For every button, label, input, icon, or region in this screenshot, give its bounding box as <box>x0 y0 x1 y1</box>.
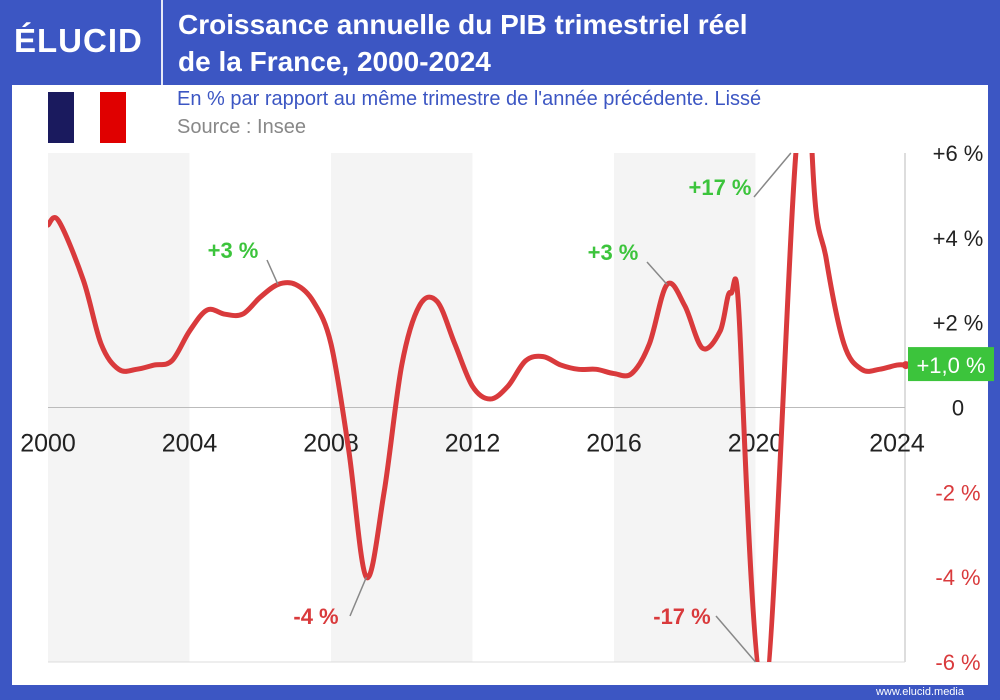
x-tick-label: 2012 <box>445 430 501 458</box>
elucid-logo: ÉLUCID <box>14 22 143 59</box>
y-tick-label: +6 % <box>933 141 984 166</box>
source: Source : Insee <box>177 116 306 138</box>
x-tick-label: 2016 <box>586 430 642 458</box>
y-tick-label: -6 % <box>935 650 980 675</box>
annotation-arrow <box>753 152 792 198</box>
x-tick-label: 2000 <box>20 430 76 458</box>
x-tick-label: 2020 <box>728 430 784 458</box>
france-flag-icon <box>48 92 126 143</box>
last-point <box>901 361 910 370</box>
title-line-1: Croissance annuelle du PIB trimestriel r… <box>178 9 748 40</box>
annotation-arrow <box>646 261 668 285</box>
series-line <box>48 153 905 662</box>
annotation-arrow <box>266 259 279 285</box>
annotation-label: -17 % <box>653 604 710 629</box>
y-tick-label: -2 % <box>935 480 980 505</box>
page-title: Croissance annuelle du PIB trimestriel r… <box>178 6 748 80</box>
footer-url: www.elucid.media <box>875 686 964 698</box>
annotation-label: +3 % <box>588 240 639 265</box>
last-value-badge <box>908 347 994 382</box>
y-tick-label: 0 <box>952 396 964 421</box>
annotation-label: -4 % <box>293 604 338 629</box>
title-line-2: de la France, 2000-2024 <box>178 46 491 77</box>
annotation-label: +3 % <box>208 238 259 263</box>
annotation-arrow <box>349 576 368 617</box>
annotation-label: +17 % <box>689 175 752 200</box>
y-tick-label: +4 % <box>933 226 984 251</box>
x-tick-label: 2024 <box>869 430 925 458</box>
subtitle: En % par rapport au même trimestre de l'… <box>177 88 762 110</box>
x-tick-label: 2004 <box>162 430 218 458</box>
annotation-arrow <box>715 615 757 663</box>
y-tick-label: -4 % <box>935 565 980 590</box>
last-value-label: +1,0 % <box>916 353 985 378</box>
header-divider <box>161 0 163 85</box>
y-tick-label: +2 % <box>933 311 984 336</box>
